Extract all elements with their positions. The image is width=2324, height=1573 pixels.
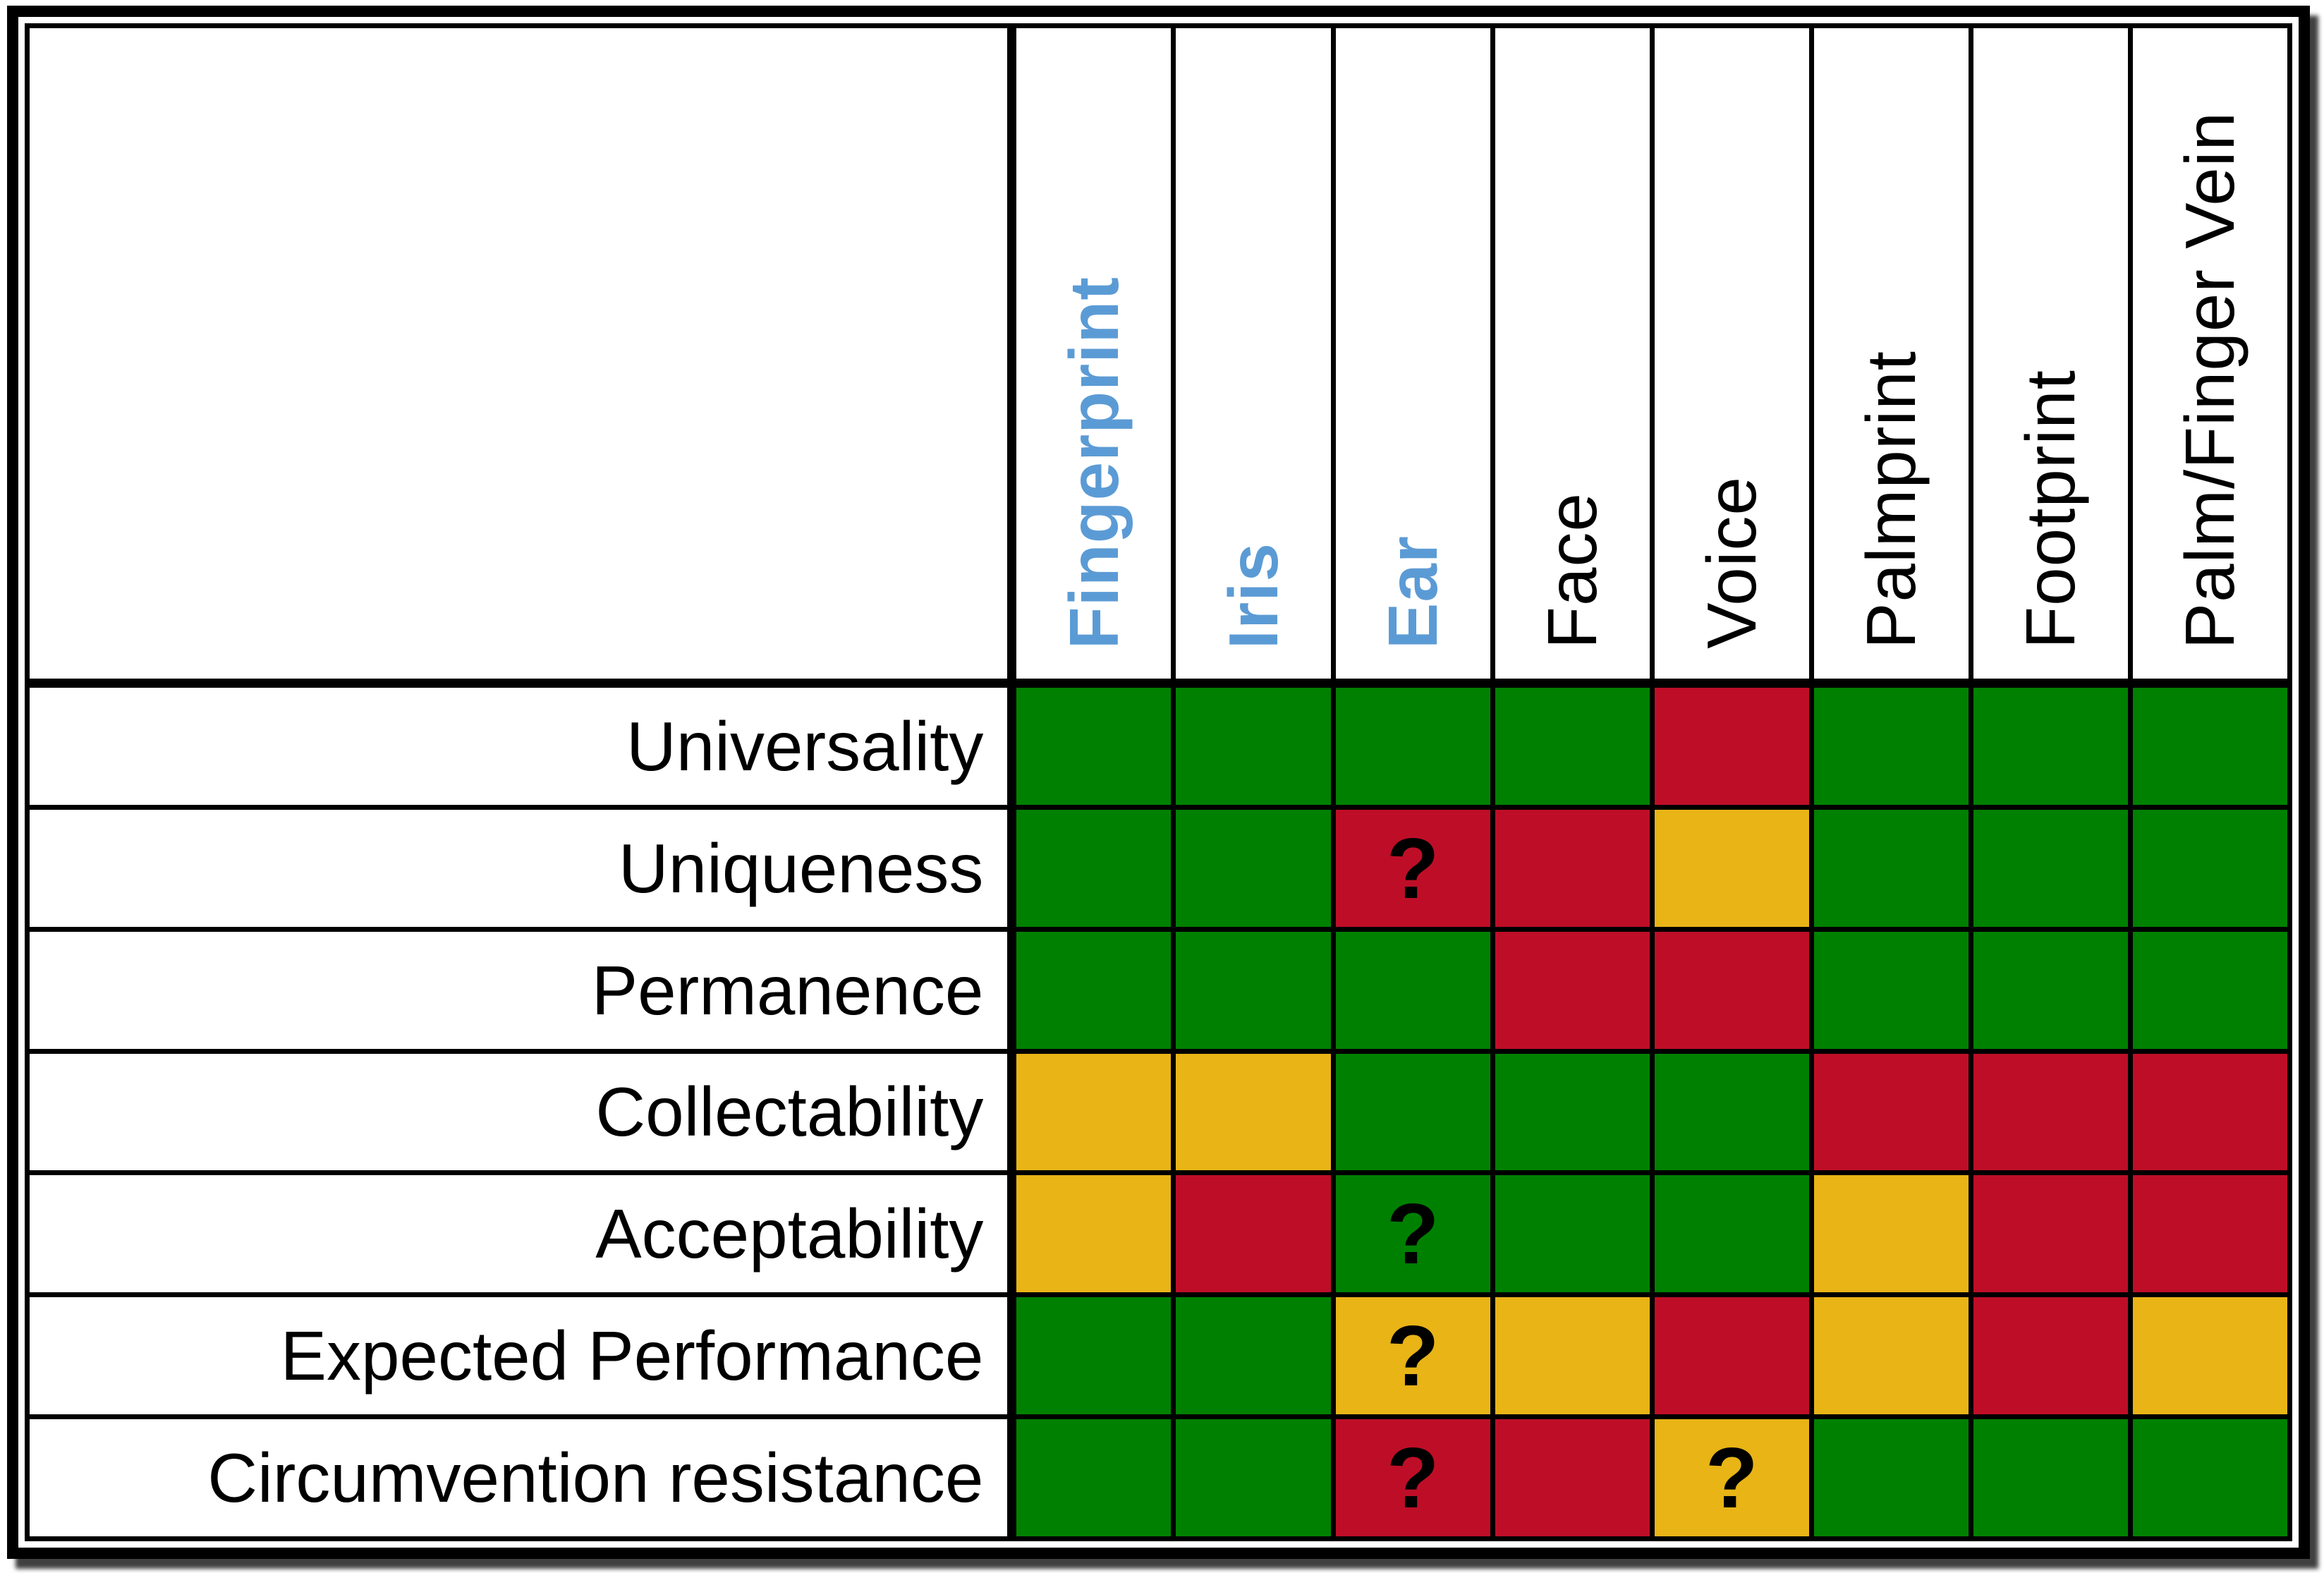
cell-expected-performance-footprint	[1973, 1297, 2128, 1415]
cell-collectability-voice	[1654, 1053, 1809, 1171]
row-label-acceptability: Acceptability	[30, 1175, 1012, 1293]
cell-universality-iris	[1176, 687, 1331, 805]
column-header-voice: Voice	[1654, 28, 1809, 683]
cell-circumvention-resistance-voice: ?	[1654, 1419, 1809, 1536]
column-header-fingerprint: Fingerprint	[1016, 28, 1172, 683]
cell-uniqueness-iris	[1176, 809, 1331, 927]
cell-collectability-iris	[1176, 1053, 1331, 1171]
row-label-universality: Universality	[30, 687, 1012, 805]
cell-circumvention-resistance-ear: ?	[1335, 1419, 1490, 1536]
cell-collectability-palmprint	[1813, 1053, 1969, 1171]
corner-cell	[30, 28, 1012, 683]
row-label-text: Permanence	[591, 951, 984, 1029]
cell-expected-performance-fingerprint	[1016, 1297, 1172, 1415]
cell-uniqueness-voice	[1654, 809, 1809, 927]
cell-uniqueness-fingerprint	[1016, 809, 1172, 927]
cell-permanence-voice	[1654, 931, 1809, 1049]
cell-acceptability-iris	[1176, 1175, 1331, 1293]
cell-permanence-footprint	[1973, 931, 2128, 1049]
comparison-grid: Fingerprint Iris Ear Face Voice Palmprint Foot…	[25, 23, 2292, 1541]
cell-expected-performance-face	[1495, 1297, 1650, 1415]
row-label-text: Universality	[626, 707, 984, 785]
cell-collectability-footprint	[1973, 1053, 2128, 1171]
row-label-text: Acceptability	[595, 1195, 984, 1273]
cell-permanence-ear	[1335, 931, 1490, 1049]
row-label-text: Circumvention resistance	[207, 1439, 984, 1517]
question-mark: ?	[1386, 1186, 1440, 1282]
cell-uniqueness-palm-finger-vein	[2132, 809, 2287, 927]
row-label-uniqueness: Uniqueness	[30, 809, 1012, 927]
cell-collectability-ear	[1335, 1053, 1490, 1171]
cell-universality-footprint	[1973, 687, 2128, 805]
row-label-expected-performance: Expected Performance	[30, 1297, 1012, 1415]
cell-acceptability-palmprint	[1813, 1175, 1969, 1293]
column-header-label: Palmprint	[1852, 350, 1930, 649]
cell-expected-performance-palm-finger-vein	[2132, 1297, 2287, 1415]
cell-circumvention-resistance-palmprint	[1813, 1419, 1969, 1536]
row-label-text: Expected Performance	[280, 1317, 984, 1395]
column-header-label: Face	[1533, 492, 1612, 649]
cell-acceptability-footprint	[1973, 1175, 2128, 1293]
cell-universality-ear	[1335, 687, 1490, 805]
cell-circumvention-resistance-face	[1495, 1419, 1650, 1536]
cell-expected-performance-voice	[1654, 1297, 1809, 1415]
cell-permanence-fingerprint	[1016, 931, 1172, 1049]
cell-universality-fingerprint	[1016, 687, 1172, 805]
cell-permanence-face	[1495, 931, 1650, 1049]
question-mark: ?	[1386, 1308, 1440, 1404]
row-label-text: Collectability	[595, 1073, 984, 1151]
cell-universality-palmprint	[1813, 687, 1969, 805]
column-header-palm-finger-vein: Palm/Finger Vein	[2132, 28, 2287, 683]
cell-acceptability-voice	[1654, 1175, 1809, 1293]
cell-uniqueness-ear: ?	[1335, 809, 1490, 927]
cell-circumvention-resistance-palm-finger-vein	[2132, 1419, 2287, 1536]
cell-universality-palm-finger-vein	[2132, 687, 2287, 805]
column-header-label: Ear	[1374, 535, 1452, 649]
cell-permanence-iris	[1176, 931, 1331, 1049]
cell-permanence-palmprint	[1813, 931, 1969, 1049]
row-label-circumvention-resistance: Circumvention resistance	[30, 1419, 1012, 1536]
column-header-label: Iris	[1215, 542, 1293, 649]
question-mark: ?	[1705, 1430, 1758, 1526]
cell-universality-voice	[1654, 687, 1809, 805]
column-header-iris: Iris	[1176, 28, 1331, 683]
column-header-palmprint: Palmprint	[1813, 28, 1969, 683]
cell-acceptability-face	[1495, 1175, 1650, 1293]
cell-circumvention-resistance-footprint	[1973, 1419, 2128, 1536]
column-header-label: Voice	[1693, 476, 1771, 649]
cell-universality-face	[1495, 687, 1650, 805]
table-frame: Fingerprint Iris Ear Face Voice Palmprint Foot…	[7, 6, 2310, 1559]
cell-permanence-palm-finger-vein	[2132, 931, 2287, 1049]
column-header-label: Palm/Finger Vein	[2171, 111, 2249, 649]
column-header-label: Footprint	[2012, 370, 2090, 649]
cell-expected-performance-iris	[1176, 1297, 1331, 1415]
cell-collectability-palm-finger-vein	[2132, 1053, 2287, 1171]
cell-uniqueness-footprint	[1973, 809, 2128, 927]
cell-acceptability-fingerprint	[1016, 1175, 1172, 1293]
cell-expected-performance-ear: ?	[1335, 1297, 1490, 1415]
column-header-label: Fingerprint	[1054, 276, 1133, 649]
column-header-footprint: Footprint	[1973, 28, 2128, 683]
column-header-ear: Ear	[1335, 28, 1490, 683]
cell-acceptability-palm-finger-vein	[2132, 1175, 2287, 1293]
row-label-collectability: Collectability	[30, 1053, 1012, 1171]
cell-expected-performance-palmprint	[1813, 1297, 1969, 1415]
cell-circumvention-resistance-fingerprint	[1016, 1419, 1172, 1536]
cell-uniqueness-face	[1495, 809, 1650, 927]
cell-uniqueness-palmprint	[1813, 809, 1969, 927]
row-label-text: Uniqueness	[618, 829, 984, 907]
question-mark: ?	[1386, 820, 1440, 916]
row-label-permanence: Permanence	[30, 931, 1012, 1049]
cell-collectability-face	[1495, 1053, 1650, 1171]
question-mark: ?	[1386, 1430, 1440, 1526]
cell-circumvention-resistance-iris	[1176, 1419, 1331, 1536]
cell-acceptability-ear: ?	[1335, 1175, 1490, 1293]
column-header-face: Face	[1495, 28, 1650, 683]
cell-collectability-fingerprint	[1016, 1053, 1172, 1171]
